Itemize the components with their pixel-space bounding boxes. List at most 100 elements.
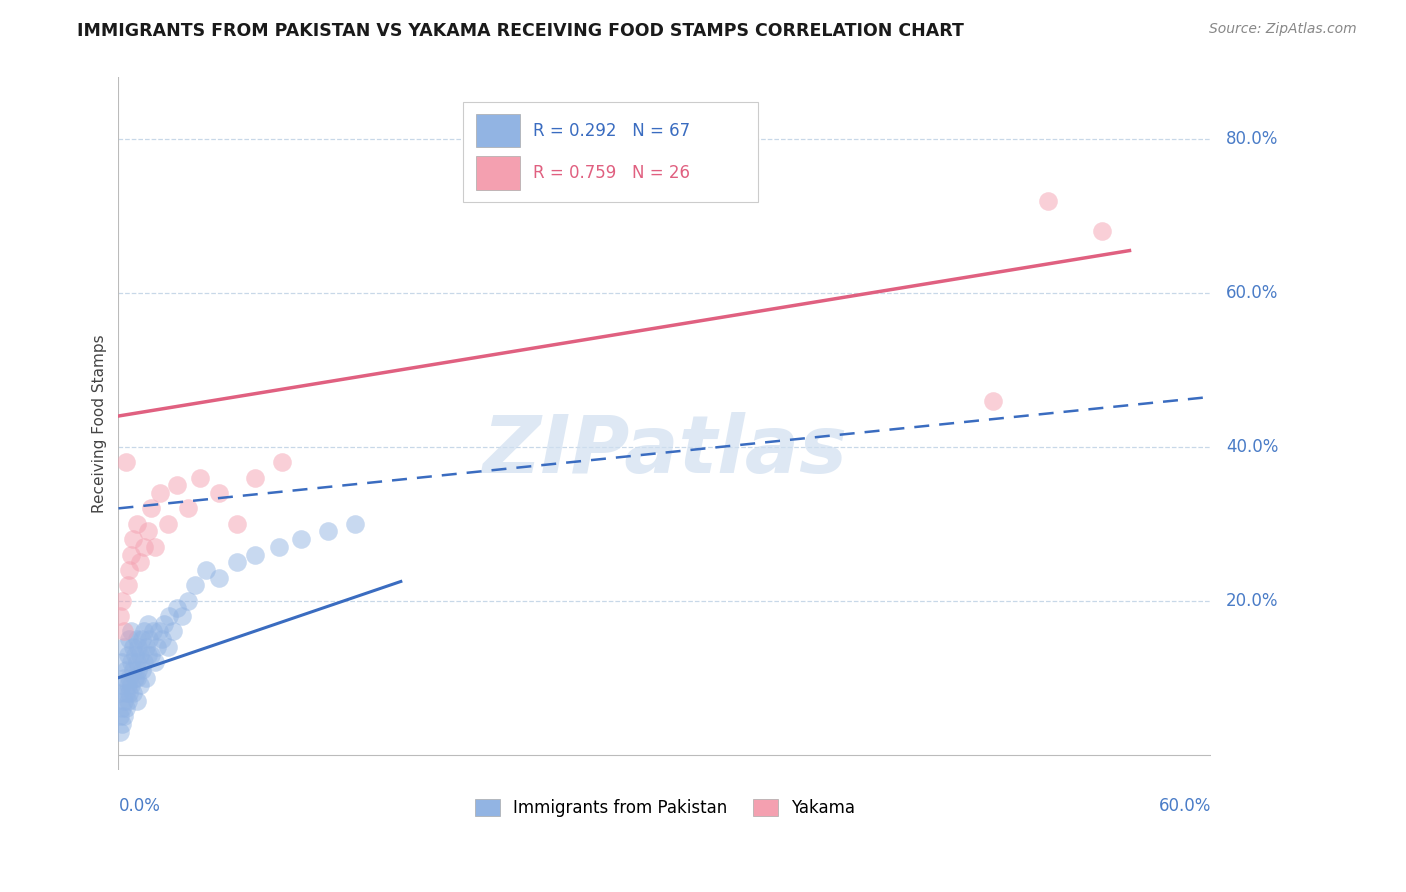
Point: [1091, 224, 1114, 238]
Text: IMMIGRANTS FROM PAKISTAN VS YAKAMA RECEIVING FOOD STAMPS CORRELATION CHART: IMMIGRANTS FROM PAKISTAN VS YAKAMA RECEI…: [77, 22, 965, 40]
Point: [114, 686, 136, 700]
Point: [125, 632, 148, 647]
Point: [127, 663, 149, 677]
Text: 0.0%: 0.0%: [118, 797, 160, 815]
Point: [112, 640, 135, 654]
Point: [120, 624, 142, 639]
Point: [981, 393, 1004, 408]
Point: [112, 671, 135, 685]
Point: [344, 516, 367, 531]
Point: [267, 540, 290, 554]
Point: [111, 716, 134, 731]
Point: [125, 655, 148, 669]
Point: [125, 694, 148, 708]
Point: [111, 701, 134, 715]
Point: [110, 686, 132, 700]
Text: 60.0%: 60.0%: [1226, 284, 1278, 301]
Point: [111, 655, 134, 669]
Point: [141, 501, 163, 516]
Point: [136, 524, 159, 539]
Point: [143, 540, 166, 554]
Point: [172, 609, 194, 624]
Point: [138, 632, 160, 647]
Text: 20.0%: 20.0%: [1226, 591, 1278, 610]
Point: [122, 640, 145, 654]
Point: [166, 478, 188, 492]
Point: [1036, 194, 1059, 208]
Point: [118, 671, 141, 685]
Point: [111, 678, 134, 692]
Bar: [475, 114, 520, 147]
Point: [114, 663, 136, 677]
Point: [122, 663, 145, 677]
Text: 60.0%: 60.0%: [1159, 797, 1212, 815]
Point: [114, 701, 136, 715]
FancyBboxPatch shape: [463, 102, 758, 202]
Point: [243, 548, 266, 562]
Point: [124, 648, 146, 662]
Point: [143, 655, 166, 669]
Point: [120, 655, 142, 669]
Point: [122, 686, 145, 700]
Point: [117, 578, 139, 592]
Point: [148, 624, 170, 639]
Point: [132, 655, 155, 669]
Point: [271, 455, 294, 469]
Point: [225, 555, 247, 569]
Point: [110, 724, 132, 739]
Point: [111, 593, 134, 607]
Point: [149, 486, 172, 500]
Point: [142, 624, 165, 639]
Point: [132, 624, 155, 639]
Point: [132, 540, 155, 554]
Point: [112, 624, 135, 639]
Point: [150, 632, 173, 647]
Point: [118, 686, 141, 700]
Point: [176, 501, 198, 516]
Text: 80.0%: 80.0%: [1226, 130, 1278, 148]
Point: [120, 548, 142, 562]
Point: [208, 571, 231, 585]
Point: [243, 470, 266, 484]
Point: [118, 632, 141, 647]
Point: [120, 678, 142, 692]
Point: [117, 648, 139, 662]
Point: [127, 640, 149, 654]
Point: [153, 616, 176, 631]
Point: [112, 709, 135, 723]
Text: R = 0.759   N = 26: R = 0.759 N = 26: [533, 164, 690, 182]
Point: [208, 486, 231, 500]
Text: 40.0%: 40.0%: [1226, 438, 1278, 456]
Point: [141, 648, 163, 662]
Point: [159, 609, 181, 624]
Point: [125, 671, 148, 685]
Point: [136, 648, 159, 662]
Text: Source: ZipAtlas.com: Source: ZipAtlas.com: [1209, 22, 1357, 37]
Point: [184, 578, 207, 592]
Point: [114, 455, 136, 469]
Point: [118, 563, 141, 577]
Bar: [475, 156, 520, 190]
Point: [145, 640, 167, 654]
Legend: Immigrants from Pakistan, Yakama: Immigrants from Pakistan, Yakama: [468, 792, 862, 824]
Point: [110, 609, 132, 624]
Point: [225, 516, 247, 531]
Text: R = 0.292   N = 67: R = 0.292 N = 67: [533, 122, 690, 140]
Point: [129, 648, 152, 662]
Text: ZIPatlas: ZIPatlas: [482, 412, 848, 491]
Point: [135, 640, 157, 654]
Point: [190, 470, 212, 484]
Point: [166, 601, 188, 615]
Point: [194, 563, 217, 577]
Point: [316, 524, 339, 539]
Point: [117, 678, 139, 692]
Point: [110, 709, 132, 723]
Point: [122, 532, 145, 546]
Point: [156, 640, 179, 654]
Point: [162, 624, 184, 639]
Point: [129, 678, 152, 692]
Point: [176, 593, 198, 607]
Point: [124, 671, 146, 685]
Point: [290, 532, 312, 546]
Point: [112, 694, 135, 708]
